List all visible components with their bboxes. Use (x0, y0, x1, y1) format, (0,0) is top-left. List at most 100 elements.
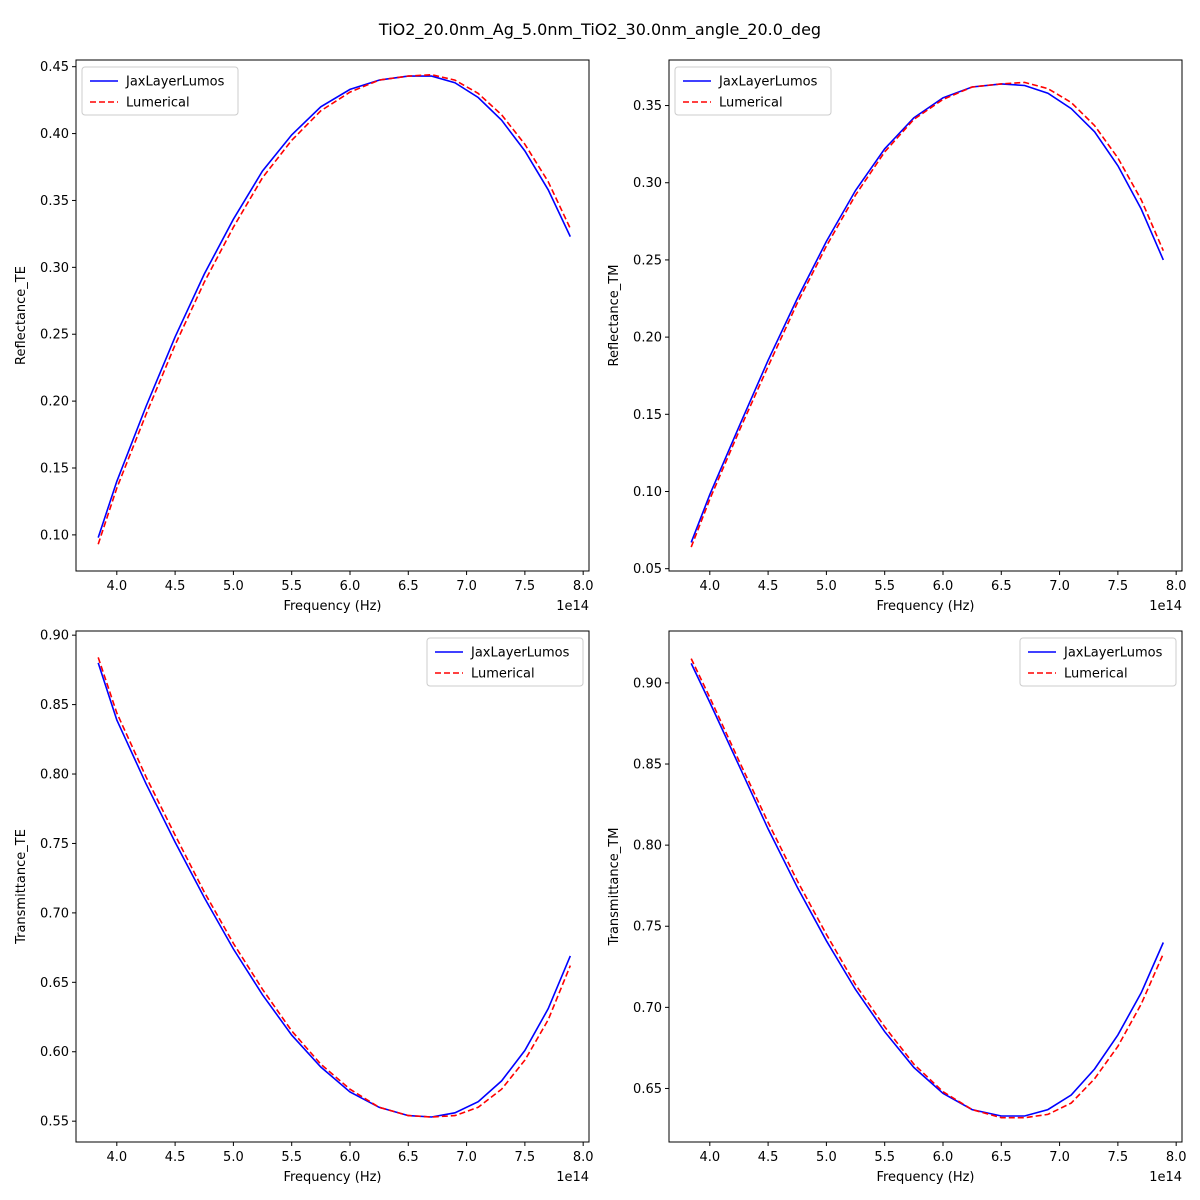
y-tick-label: 0.05 (633, 562, 662, 577)
chart-panel-2: 4.0 4.5 5.0 5.5 6.0 6.5 7.0 7.5 8.0 0.05 0.10 0.15 0… (607, 59, 1187, 614)
y-tick-label: 0.20 (633, 331, 662, 346)
x-tick-label: 7.5 (1108, 1150, 1129, 1165)
axes-frame (668, 59, 1183, 572)
x-tick-label: 5.5 (281, 1150, 302, 1165)
series-line-lumerical (690, 81, 1165, 548)
y-tick-label: 0.85 (40, 698, 69, 713)
legend-box (1019, 637, 1177, 687)
y-tick-label: 0.55 (40, 1115, 69, 1130)
axes-frame (668, 630, 1183, 1143)
y-tick-label: 0.80 (40, 768, 69, 783)
y-tick-label: 0.75 (633, 920, 662, 935)
y-tick-label: 0.65 (633, 1082, 662, 1097)
y-tick-label: 0.20 (40, 395, 69, 410)
x-tick-label: 4.0 (699, 579, 720, 594)
series-line-jaxlayerlumos (97, 75, 572, 538)
y-tick-label: 0.10 (633, 485, 662, 500)
legend: JaxLayerLumos Lumerical (426, 637, 584, 687)
y-tick-label: 0.15 (633, 408, 662, 423)
x-tick-label: 4.5 (758, 1150, 779, 1165)
legend: JaxLayerLumos Lumerical (674, 66, 832, 116)
series-line-lumerical (97, 73, 572, 545)
x-axis-label: Frequency (Hz) (876, 599, 974, 614)
y-tick-label: 0.90 (40, 629, 69, 644)
y-tick-label: 0.60 (40, 1045, 69, 1060)
x-tick-label: 6.5 (991, 1150, 1012, 1165)
series-line-jaxlayerlumos (97, 662, 572, 1118)
x-tick-label: 6.0 (933, 1150, 954, 1165)
x-tick-label: 7.0 (1049, 579, 1070, 594)
x-tick-label: 7.5 (1108, 579, 1129, 594)
series-line-jaxlayerlumos (690, 663, 1165, 1117)
y-axis-label: Reflectance_TM (607, 265, 622, 367)
y-axis-label: Reflectance_TE (14, 266, 29, 365)
legend-label: JaxLayerLumos (470, 646, 570, 661)
x-tick-label: 5.0 (223, 1150, 244, 1165)
x-offset-label: 1e14 (556, 599, 589, 614)
y-tick-label: 0.25 (40, 328, 69, 343)
x-tick-label: 8.0 (573, 1150, 594, 1165)
legend-box (426, 637, 584, 687)
chart-panel-3: 4.0 4.5 5.0 5.5 6.0 6.5 7.0 7.5 8.0 0.55 0.60 0.65 0… (14, 629, 594, 1185)
y-tick-label: 0.30 (40, 261, 69, 276)
x-tick-label: 6.5 (398, 579, 419, 594)
series-line-lumerical (97, 657, 572, 1118)
legend-label: Lumerical (1064, 667, 1128, 682)
x-tick-label: 5.0 (816, 1150, 837, 1165)
y-tick-label: 0.35 (40, 194, 69, 209)
figure-title: TiO2_20.0nm_Ag_5.0nm_TiO2_30.0nm_angle_2… (378, 20, 822, 39)
x-tick-label: 7.0 (456, 579, 477, 594)
legend-label: JaxLayerLumos (718, 75, 818, 90)
x-tick-label: 5.5 (874, 579, 895, 594)
y-axis-label: Transmittance_TM (607, 828, 622, 947)
x-tick-label: 4.5 (165, 1150, 186, 1165)
y-tick-label: 0.45 (40, 60, 69, 75)
y-tick-label: 0.80 (633, 839, 662, 854)
x-tick-label: 5.0 (223, 579, 244, 594)
y-tick-label: 0.75 (40, 837, 69, 852)
x-offset-label: 1e14 (556, 1170, 589, 1185)
legend-box (674, 66, 832, 116)
x-tick-label: 5.5 (874, 1150, 895, 1165)
legend-box (81, 66, 239, 116)
x-tick-label: 4.0 (699, 1150, 720, 1165)
y-tick-label: 0.15 (40, 461, 69, 476)
x-tick-label: 8.0 (573, 579, 594, 594)
legend-label: JaxLayerLumos (1063, 646, 1163, 661)
x-tick-label: 6.0 (340, 1150, 361, 1165)
y-axis-label: Transmittance_TE (14, 829, 29, 945)
y-tick-label: 0.30 (633, 176, 662, 191)
chart-panel-4: 4.0 4.5 5.0 5.5 6.0 6.5 7.0 7.5 8.0 0.65 0.70 0.75 0… (607, 630, 1187, 1185)
x-tick-label: 6.5 (991, 579, 1012, 594)
chart-panel-1: 4.0 4.5 5.0 5.5 6.0 6.5 7.0 7.5 8.0 0.10 0.15 0.20 0… (14, 59, 594, 614)
x-tick-label: 6.0 (933, 579, 954, 594)
x-tick-label: 7.0 (1049, 1150, 1070, 1165)
series-line-jaxlayerlumos (690, 83, 1165, 543)
y-tick-label: 0.90 (633, 676, 662, 691)
x-tick-label: 6.0 (340, 579, 361, 594)
x-tick-label: 5.5 (281, 579, 302, 594)
series-line-lumerical (690, 658, 1165, 1119)
y-tick-label: 0.65 (40, 976, 69, 991)
x-offset-label: 1e14 (1149, 599, 1182, 614)
y-tick-label: 0.10 (40, 528, 69, 543)
x-tick-label: 7.0 (456, 1150, 477, 1165)
x-axis-label: Frequency (Hz) (283, 599, 381, 614)
x-tick-label: 8.0 (1166, 579, 1187, 594)
legend-label: Lumerical (126, 96, 190, 111)
y-tick-label: 0.25 (633, 253, 662, 268)
x-tick-label: 4.5 (758, 579, 779, 594)
y-tick-label: 0.35 (633, 99, 662, 114)
x-tick-label: 6.5 (398, 1150, 419, 1165)
x-offset-label: 1e14 (1149, 1170, 1182, 1185)
x-tick-label: 7.5 (515, 1150, 536, 1165)
x-tick-label: 7.5 (515, 579, 536, 594)
legend: JaxLayerLumos Lumerical (1019, 637, 1177, 687)
legend-label: Lumerical (471, 667, 535, 682)
x-tick-label: 8.0 (1166, 1150, 1187, 1165)
x-tick-label: 4.0 (106, 579, 127, 594)
y-tick-label: 0.70 (633, 1001, 662, 1016)
axes-frame (75, 59, 590, 572)
y-tick-label: 0.85 (633, 758, 662, 773)
